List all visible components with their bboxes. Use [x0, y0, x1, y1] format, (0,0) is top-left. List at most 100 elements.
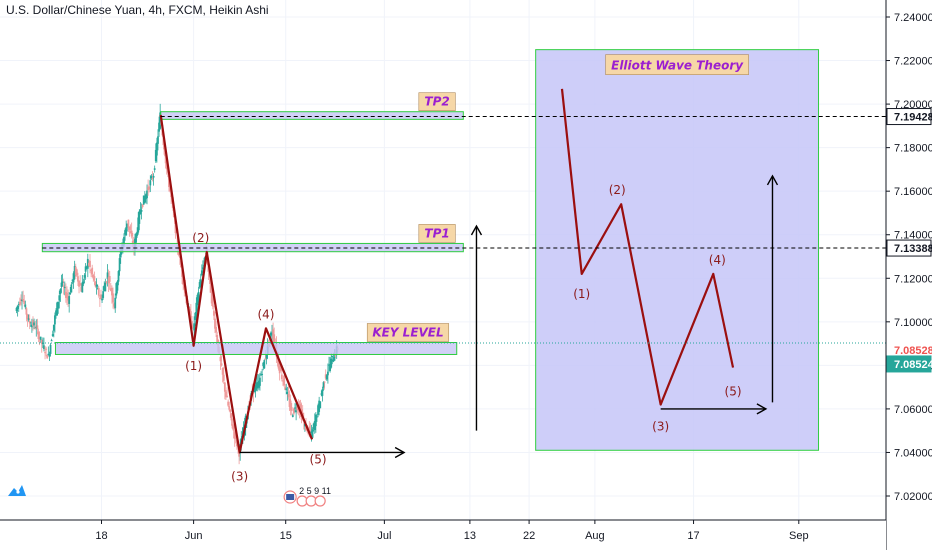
price-tick-label: 7.04000 [894, 447, 932, 459]
candle-body [140, 209, 143, 212]
zone-tag: KEY LEVEL [366, 323, 450, 342]
candle-body [102, 291, 105, 298]
candle-body [35, 326, 38, 329]
candle-body [37, 331, 40, 340]
candle-body [273, 334, 276, 346]
candle-body [75, 269, 78, 276]
wave-left-label-4: (4) [257, 307, 274, 321]
price-tick-label: 7.06000 [894, 404, 932, 416]
candle-body [116, 281, 119, 291]
wave-left-label-3: (3) [231, 469, 248, 483]
candle-body [80, 286, 83, 292]
candle-body [293, 408, 295, 414]
candle-body [139, 209, 142, 214]
candle-body [40, 339, 43, 345]
candle-body [329, 364, 332, 371]
candle-body [117, 271, 120, 282]
candle-body [119, 250, 122, 258]
candle-body [50, 340, 53, 342]
candle-body [197, 291, 200, 303]
candle-body [229, 409, 232, 413]
wave-left-label-2: (2) [192, 231, 209, 245]
candle-body [56, 302, 59, 316]
candle-body [97, 287, 100, 296]
candle-body [108, 275, 111, 282]
events-markers[interactable]: 2 5 9 11 [283, 486, 331, 507]
candle-body [57, 301, 60, 309]
candle-body [18, 301, 21, 305]
zone-tag-label: TP1 [424, 226, 449, 240]
candle-body [310, 431, 313, 434]
candle-body [332, 359, 335, 362]
candle-body [86, 258, 89, 269]
time-tick-label: Jul [377, 530, 391, 542]
candle-body [28, 320, 31, 324]
candle-body [23, 300, 26, 304]
wave-right-label-4: (4) [709, 253, 726, 267]
candle-body [157, 136, 159, 144]
candle-body [254, 384, 257, 392]
candle-body [295, 410, 298, 413]
candle-body [60, 282, 63, 288]
candle-body [107, 276, 110, 284]
candle-body [105, 281, 108, 283]
candle-body [272, 329, 274, 339]
zone-tag-box [418, 224, 456, 243]
candle-body [69, 292, 72, 294]
candle-body [277, 359, 280, 369]
candle-body [327, 371, 329, 376]
candles-series [15, 103, 339, 465]
candle-body [193, 323, 196, 331]
candle-body [125, 227, 128, 236]
candle-body [148, 186, 151, 190]
candle-body [261, 373, 264, 375]
candle-body [312, 423, 315, 429]
candle-body [212, 310, 215, 316]
candle-body [114, 297, 117, 309]
wave-title-box [605, 54, 749, 75]
candle-body [280, 374, 283, 380]
candle-body [145, 194, 147, 200]
candle-body [195, 302, 198, 317]
candle-body [307, 432, 310, 434]
candle-body [39, 336, 42, 340]
candle-body [115, 283, 118, 296]
candle-body [62, 285, 65, 287]
candle-body [73, 266, 76, 277]
arrow-head [756, 403, 768, 415]
current-price-label-box [886, 355, 932, 373]
arrow-head [766, 174, 779, 186]
candle-body [112, 293, 114, 303]
candle-body [143, 196, 146, 203]
candle-body [33, 322, 35, 326]
candle-body [82, 281, 85, 285]
zone-tag-box [366, 323, 450, 342]
candle-body [16, 305, 19, 309]
candle-body [109, 288, 112, 291]
candle-body [126, 223, 129, 228]
candle-body [283, 375, 285, 386]
candle-body [83, 275, 86, 278]
candle-body [47, 353, 50, 355]
candle-body [194, 312, 197, 320]
candle-body [68, 296, 71, 304]
candle-body [67, 297, 69, 301]
candle-body [46, 355, 49, 359]
candle-body [323, 381, 326, 383]
candle-body [44, 352, 46, 354]
candle-body [58, 295, 61, 301]
candle-body [286, 392, 289, 395]
candle-body [290, 407, 293, 411]
zone-tag-box [418, 92, 456, 112]
candle-body [331, 355, 334, 357]
candle-body [64, 291, 67, 298]
tradingview-logo-icon[interactable] [7, 482, 27, 498]
time-axis[interactable]: 18 Jun 15 Jul 13 22 Aug 17 Sep [0, 519, 886, 550]
candle-body [236, 439, 238, 447]
candle-body [215, 326, 217, 333]
candle-body [52, 324, 55, 331]
wave-title: Elliott Wave Theory [611, 59, 744, 73]
wave-right-label-1: (1) [573, 287, 590, 301]
price-axis[interactable]: 7.240007.220007.200007.180007.160007.140… [885, 0, 932, 550]
